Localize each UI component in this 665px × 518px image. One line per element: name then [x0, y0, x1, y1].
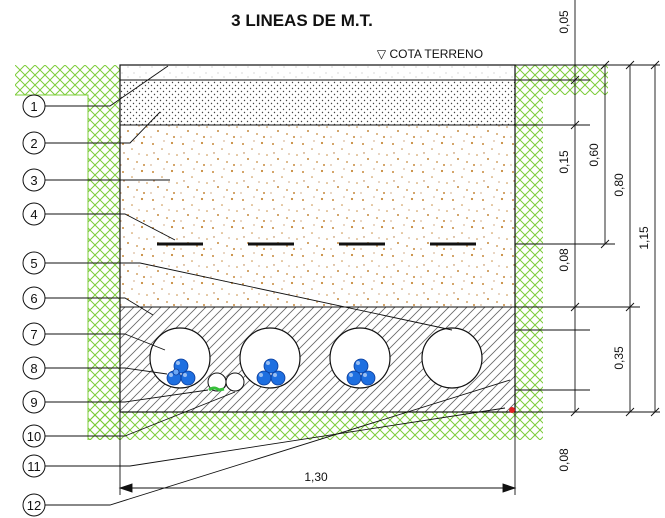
dim-bottom-gap: 0,08	[557, 448, 571, 472]
svg-text:11: 11	[27, 459, 41, 474]
backfill-layer	[120, 125, 515, 307]
small-tube-2	[225, 372, 245, 392]
dimension-labels: 0,05 0,15 0,60 0,80 1,15 0,08 0,35 0,08 …	[304, 10, 651, 484]
svg-text:8: 8	[30, 361, 37, 376]
red-marker	[509, 407, 515, 413]
callout-9: 9	[22, 390, 46, 414]
pavement-layer	[120, 65, 515, 80]
callout-11: 11	[22, 454, 46, 478]
svg-text:12: 12	[27, 498, 41, 513]
callout-3: 3	[22, 168, 46, 192]
callout-6: 6	[22, 286, 46, 310]
ground-level-label: ▽ COTA TERRENO	[377, 47, 483, 61]
small-tubes	[207, 372, 245, 392]
cable-bundles	[166, 358, 376, 386]
callouts: 1 2 3 4 5 6 7 8 9 10 11 12	[22, 94, 46, 517]
dim-upper-lower-gap: 0,08	[557, 248, 571, 272]
dim-depth-080: 0,80	[612, 173, 626, 197]
callout-4: 4	[22, 202, 46, 226]
svg-text:9: 9	[30, 395, 37, 410]
callout-10: 10	[22, 424, 46, 448]
dimension-lines	[118, 0, 660, 495]
dim-concrete-block: 0,35	[612, 346, 626, 370]
callout-12: 12	[22, 493, 46, 517]
trench-layers	[119, 64, 516, 413]
svg-text:1: 1	[30, 99, 37, 114]
drawing-title: 3 LINEAS DE M.T.	[231, 11, 373, 30]
dim-depth-115: 1,15	[637, 226, 651, 250]
base-layer	[120, 80, 515, 125]
conduit-2	[239, 327, 301, 389]
callout-1: 1	[22, 94, 46, 118]
conduit-3	[329, 327, 391, 389]
svg-text:7: 7	[30, 327, 37, 342]
callout-5: 5	[22, 251, 46, 275]
svg-text:4: 4	[30, 207, 37, 222]
earth-conductor	[208, 386, 225, 392]
callout-8: 8	[22, 356, 46, 380]
callout-2: 2	[22, 131, 46, 155]
callout-7: 7	[22, 322, 46, 346]
dim-top-gap: 0,05	[557, 10, 571, 34]
conduit-1	[149, 327, 211, 389]
svg-text:2: 2	[30, 136, 37, 151]
svg-text:5: 5	[30, 256, 37, 271]
dim-tape-depth: 0,60	[587, 143, 601, 167]
callout-leaders	[44, 65, 511, 506]
svg-text:3: 3	[30, 173, 37, 188]
spare-conduit	[421, 327, 483, 389]
svg-text:10: 10	[27, 429, 41, 444]
dim-width: 1,30	[304, 470, 328, 484]
conduits	[149, 327, 483, 389]
svg-text:6: 6	[30, 291, 37, 306]
dim-upper-layer: 0,15	[557, 150, 571, 174]
